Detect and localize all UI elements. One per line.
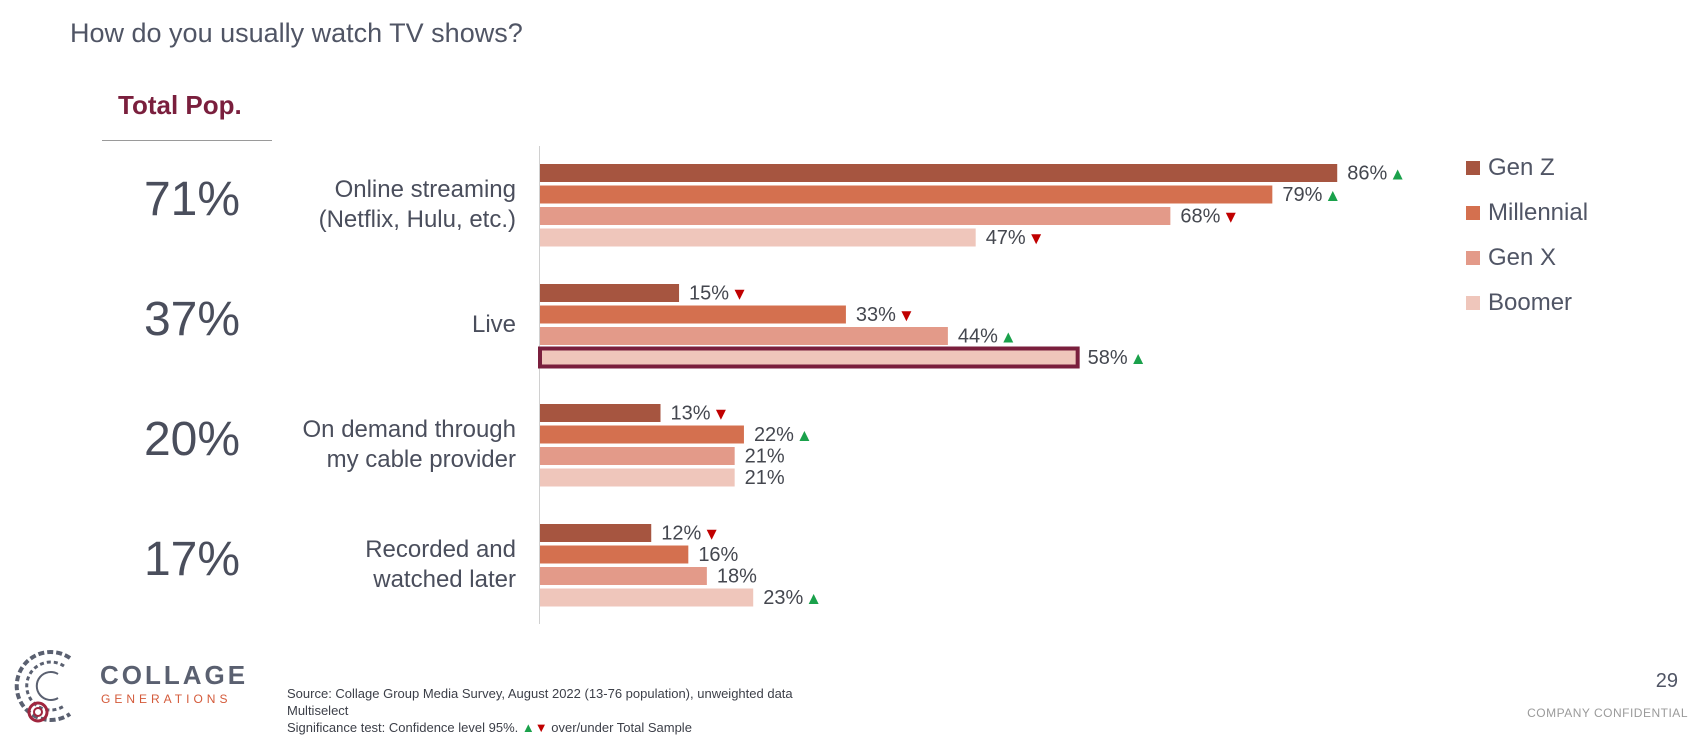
sig-down-icon: ▼: [534, 720, 548, 735]
bar-value-label: 15% ▼: [689, 283, 748, 305]
sig-down-icon: ▼: [703, 525, 720, 544]
legend-item-gen-z: Gen Z: [1466, 154, 1555, 182]
confidential-label: COMPANY CONFIDENTIAL: [1527, 706, 1688, 720]
bar-boomer: [540, 588, 754, 607]
category-label-recorded: Recorded and watched later: [365, 535, 516, 595]
category-label-line: Online streaming: [334, 176, 516, 203]
bar-gen-z: [540, 284, 680, 302]
bar-gen-x: [540, 207, 1171, 225]
sig-up-icon: ▲: [1324, 186, 1341, 205]
category-label-line: my cable provider: [326, 446, 516, 473]
bar-value-label: 68% ▼: [1180, 206, 1239, 228]
category-label-line: On demand through: [302, 416, 516, 443]
footnote-significance-text: Significance test: Confidence level 95%.: [287, 720, 519, 735]
bar-gen-x: [540, 327, 948, 345]
bar-millennial: [540, 185, 1273, 204]
bar-value-label: 23% ▲: [763, 587, 822, 609]
brand-subtitle: GENERATIONS: [101, 692, 232, 706]
sig-up-icon: ▲: [796, 426, 813, 445]
sig-down-icon: ▼: [1028, 229, 1045, 248]
legend-label: Gen X: [1488, 244, 1557, 271]
sig-down-icon: ▼: [713, 405, 730, 424]
total-value-live: 37%: [143, 293, 241, 346]
footnote-significance-suffix: over/under Total Sample: [551, 720, 692, 735]
sig-down-icon: ▼: [898, 306, 915, 325]
bar-value-label: 13% ▼: [671, 403, 730, 425]
bar-value-label: 86% ▲: [1347, 163, 1406, 185]
category-label-line: Live: [471, 311, 516, 338]
sig-up-icon: ▲: [1389, 165, 1406, 184]
legend-label: Gen Z: [1488, 154, 1555, 181]
legend-swatch: [1466, 296, 1480, 310]
legend-item-millennial: Millennial: [1466, 199, 1588, 227]
sig-down-icon: ▼: [731, 285, 748, 304]
total-value-recorded: 17%: [143, 533, 241, 586]
sig-down-icon: ▼: [1222, 208, 1239, 227]
legend-item-boomer: Boomer: [1466, 289, 1572, 317]
bar-value-label: 44% ▲: [958, 326, 1017, 348]
sig-up-icon: ▲: [805, 589, 822, 608]
chart-axis-line: [539, 146, 540, 624]
bar-value-label: 58% ▲: [1088, 347, 1147, 369]
legend-item-gen-x: Gen X: [1466, 244, 1556, 272]
bar-value-label: 21%: [745, 467, 785, 489]
legend-swatch: [1466, 161, 1480, 175]
sig-up-icon: ▲: [1130, 349, 1147, 368]
legend-swatch: [1466, 251, 1480, 265]
bar-gen-x: [540, 567, 707, 585]
page-number: 29: [1655, 670, 1678, 692]
bar-value-label: 12% ▼: [661, 523, 720, 545]
footnote-significance: Significance test: Confidence level 95%.…: [287, 720, 692, 735]
total-pop-header: Total Pop.: [118, 90, 242, 120]
legend-label: Boomer: [1488, 289, 1573, 316]
footnote-source: Source: Collage Group Media Survey, Augu…: [287, 686, 793, 701]
bar-gen-x: [540, 447, 735, 465]
bar-millennial: [540, 425, 744, 444]
category-label-line: Recorded and: [365, 536, 516, 563]
footnote-multiselect: Multiselect: [287, 703, 349, 718]
bar-chart: 86% ▲ 79% ▲ 68% ▼ 47% ▼ 15% ▼ 33% ▼ 44% ▲ 58% ▲ 13% ▼ 22% ▲…: [538, 163, 1406, 609]
bar-boomer: [540, 468, 735, 487]
page-title: How do you usually watch TV shows?: [70, 18, 523, 48]
sig-up-icon: ▲: [521, 720, 535, 735]
brand-name: COLLAGE: [100, 660, 249, 690]
bar-value-label: 22% ▲: [754, 424, 813, 446]
total-value-on-demand: 20%: [143, 413, 241, 466]
legend-swatch: [1466, 206, 1480, 220]
category-label-streaming: Online streaming (Netflix, Hulu, etc.): [319, 175, 516, 235]
total-value-streaming: 71%: [143, 173, 241, 226]
bar-boomer: [540, 228, 976, 247]
bar-gen-z: [540, 164, 1338, 182]
bar-value-label: 21%: [745, 446, 785, 468]
bar-value-label: 18%: [717, 566, 757, 588]
category-label-line: watched later: [373, 566, 516, 593]
legend-label: Millennial: [1488, 199, 1589, 226]
category-label-line: (Netflix, Hulu, etc.): [318, 206, 516, 233]
bar-gen-z: [540, 524, 652, 542]
total-pop-divider: [102, 140, 272, 141]
bar-value-label: 16%: [698, 544, 738, 566]
category-label-live: Live: [472, 310, 516, 340]
bar-value-label: 33% ▼: [856, 304, 915, 326]
bar-gen-z: [540, 404, 661, 422]
bar-boomer: [538, 346, 1080, 369]
sig-up-icon: ▲: [1000, 328, 1017, 347]
bar-millennial: [540, 545, 689, 564]
collage-logo-icon: [14, 650, 72, 723]
bar-value-label: 47% ▼: [986, 227, 1045, 249]
category-label-on-demand: On demand through my cable provider: [303, 415, 516, 475]
bar-value-label: 79% ▲: [1282, 184, 1341, 206]
bar-millennial: [540, 305, 846, 324]
